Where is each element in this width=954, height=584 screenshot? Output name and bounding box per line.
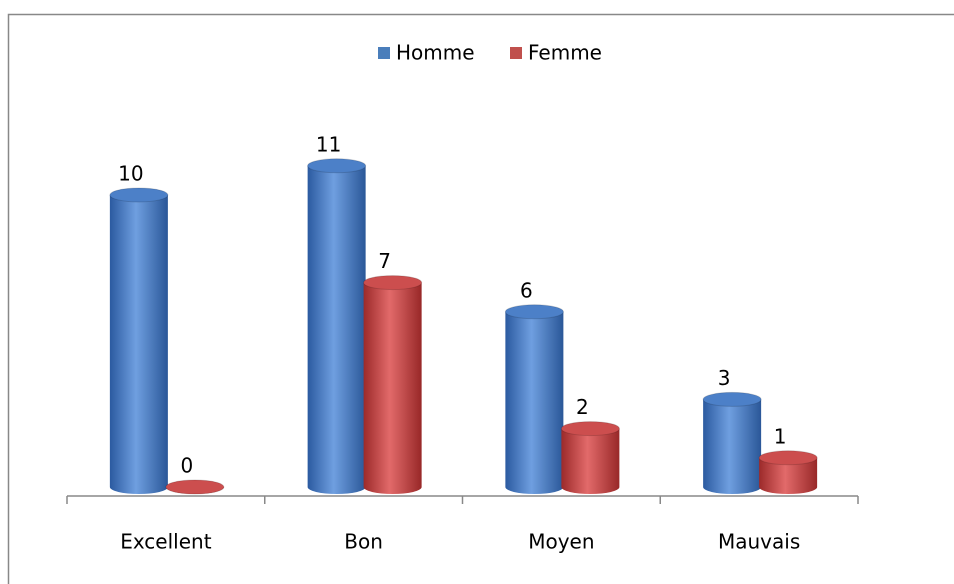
data-label: 6: [520, 278, 533, 302]
bar-top: [702, 391, 762, 407]
bar-top: [758, 450, 818, 466]
bar: [505, 311, 564, 495]
data-label: 2: [576, 395, 589, 419]
data-label: 10: [118, 162, 143, 186]
bar-top: [165, 479, 225, 495]
bar: [109, 195, 168, 495]
legend-label: Homme: [396, 41, 475, 65]
data-label: 0: [181, 454, 194, 478]
legend-label: Femme: [528, 41, 602, 65]
data-label: 11: [316, 132, 341, 156]
bar-top: [109, 187, 169, 203]
bar-top: [307, 158, 367, 174]
x-tick-label: Bon: [344, 530, 383, 554]
data-label: 3: [718, 366, 731, 390]
legend-swatch: [510, 47, 522, 59]
bar: [307, 165, 366, 495]
bar-top: [363, 275, 423, 291]
bar-top: [560, 421, 620, 437]
bar: [561, 428, 620, 495]
legend-swatch: [378, 47, 390, 59]
data-label: 7: [378, 249, 391, 273]
bar-top: [504, 304, 564, 320]
x-tick-label: Excellent: [120, 530, 212, 554]
x-tick-label: Mauvais: [718, 530, 800, 554]
bar: [363, 282, 422, 495]
data-label: 1: [774, 424, 787, 448]
bar: [759, 457, 818, 495]
x-tick-label: Moyen: [528, 530, 594, 554]
bar: [703, 399, 762, 495]
